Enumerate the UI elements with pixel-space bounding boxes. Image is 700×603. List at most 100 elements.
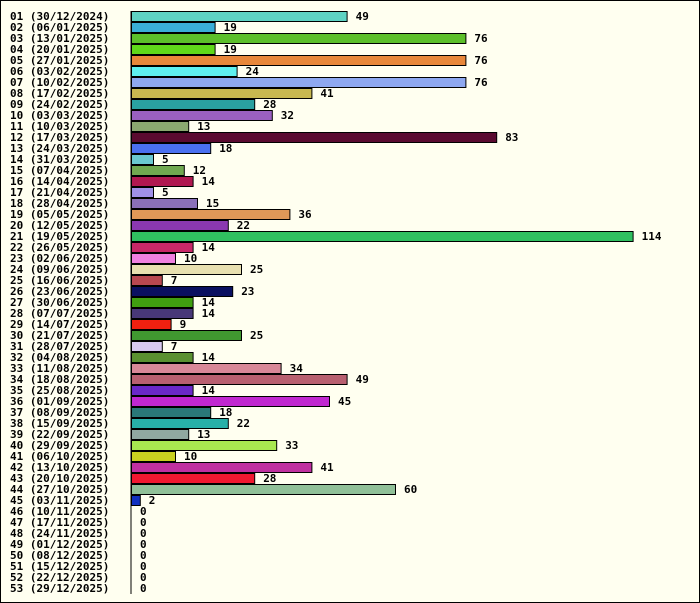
tick-label: 03 (13/01/2025) [10,32,109,45]
data-label: 28 [263,472,276,485]
tick-label: 44 (27/10/2025) [10,483,109,496]
tick-label: 41 (06/10/2025) [10,450,109,463]
bar [131,220,229,231]
bar [131,55,467,66]
tick-label: 22 (26/05/2025) [10,241,109,254]
bar [131,308,194,319]
bar [131,231,634,242]
data-label: 34 [290,362,304,375]
data-label: 49 [356,10,369,23]
data-label: 32 [281,109,294,122]
data-label: 0 [140,516,147,529]
tick-label: 39 (22/09/2025) [10,428,109,441]
tick-label: 46 (10/11/2025) [10,505,109,518]
bar [131,11,348,22]
tick-label: 07 (10/02/2025) [10,76,109,89]
bar [131,352,194,363]
tick-label: 48 (24/11/2025) [10,527,109,540]
tick-label: 02 (06/01/2025) [10,21,109,34]
tick-label: 35 (25/08/2025) [10,384,109,397]
data-label: 23 [241,285,254,298]
data-label: 19 [224,21,237,34]
data-label: 13 [197,120,210,133]
bar [131,286,234,297]
data-label: 12 [193,164,206,177]
tick-label: 27 (30/06/2025) [10,296,109,309]
tick-label: 37 (08/09/2025) [10,406,109,419]
bar [131,374,348,385]
tick-label: 21 (19/05/2025) [10,230,109,243]
data-label: 18 [219,142,232,155]
tick-label: 09 (24/02/2025) [10,98,109,111]
tick-label: 23 (02/06/2025) [10,252,109,265]
tick-label: 20 (12/05/2025) [10,219,109,232]
data-label: 14 [202,175,216,188]
bar [131,198,198,209]
bar [131,396,330,407]
bar [131,418,229,429]
data-label: 22 [237,417,250,430]
tick-label: 24 (09/06/2025) [10,263,109,276]
data-label: 0 [140,582,147,595]
tick-label: 38 (15/09/2025) [10,417,109,430]
tick-label: 52 (22/12/2025) [10,571,109,584]
bar [131,88,313,99]
tick-label: 10 (03/03/2025) [10,109,109,122]
tick-label: 53 (29/12/2025) [10,582,109,595]
data-label: 14 [202,241,216,254]
bar [131,407,212,418]
tick-label: 12 (17/03/2025) [10,131,109,144]
tick-label: 16 (14/04/2025) [10,175,109,188]
tick-label: 40 (29/09/2025) [10,439,109,452]
bar [131,209,291,220]
bar [131,429,190,440]
data-label: 9 [180,318,187,331]
data-label: 10 [184,450,197,463]
tick-label: 31 (28/07/2025) [10,340,109,353]
bar [131,110,273,121]
bar [131,132,498,143]
tick-label: 49 (01/12/2025) [10,538,109,551]
data-label: 14 [202,296,216,309]
tick-label: 14 (31/03/2025) [10,153,109,166]
data-label: 0 [140,527,147,540]
tick-label: 17 (21/04/2025) [10,186,109,199]
tick-label: 47 (17/11/2025) [10,516,109,529]
data-label: 49 [356,373,369,386]
bar [131,143,212,154]
data-label: 83 [505,131,518,144]
data-label: 0 [140,538,147,551]
tick-label: 18 (28/04/2025) [10,197,109,210]
data-label: 0 [140,505,147,518]
data-label: 0 [140,549,147,562]
data-label: 2 [149,494,156,507]
bar [131,165,185,176]
data-label: 114 [642,230,662,243]
bar [131,264,242,275]
tick-label: 25 (16/06/2025) [10,274,109,287]
data-label: 19 [224,43,237,56]
tick-label: 33 (11/08/2025) [10,362,109,375]
tick-label: 34 (18/08/2025) [10,373,109,386]
bar [131,319,172,330]
data-label: 5 [162,153,169,166]
tick-label: 08 (17/02/2025) [10,87,109,100]
bar [131,297,194,308]
data-label: 24 [246,65,260,78]
data-label: 7 [171,274,178,287]
bar [131,385,194,396]
tick-label: 51 (15/12/2025) [10,560,109,573]
data-label: 14 [202,384,216,397]
tick-label: 42 (13/10/2025) [10,461,109,474]
tick-label: 50 (08/12/2025) [10,549,109,562]
bar [131,77,467,88]
bar [131,462,313,473]
tick-label: 11 (10/03/2025) [10,120,109,133]
tick-label: 32 (04/08/2025) [10,351,109,364]
data-label: 76 [474,54,488,67]
data-label: 76 [474,76,488,89]
data-label: 18 [219,406,232,419]
data-label: 45 [338,395,351,408]
